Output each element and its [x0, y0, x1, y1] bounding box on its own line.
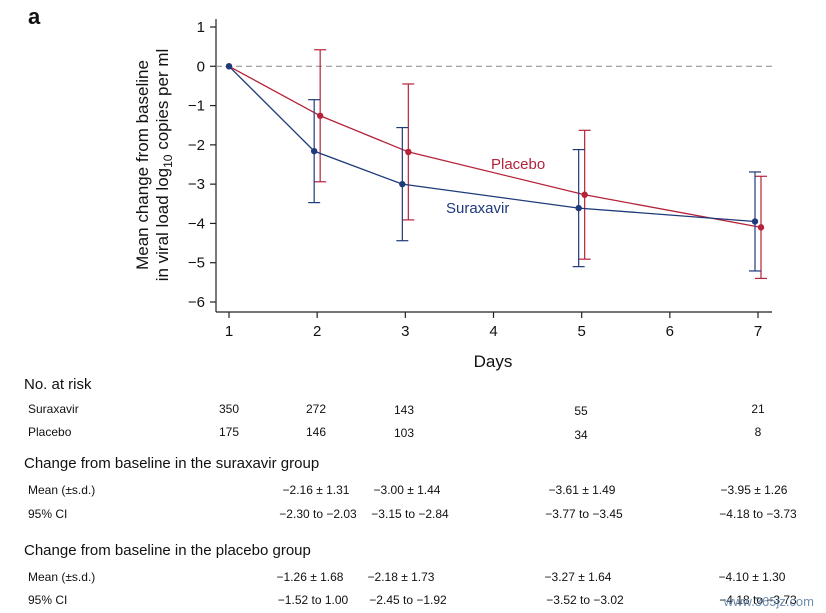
placebo-ci-cell: −1.52 to 1.00 [277, 593, 349, 607]
y-tick-label: −4 [188, 215, 205, 232]
suraxavir-ci-label: 95% CI [28, 507, 68, 521]
suraxavir-ci-cell: −2.30 to −2.03 [279, 507, 357, 521]
data-point-placebo [405, 148, 412, 156]
watermark: www.365jz.com [723, 594, 814, 609]
risk-cell: 146 [305, 425, 327, 439]
series-label-placebo: Placebo [491, 156, 545, 173]
y-axis-label-part: in viral load log [153, 168, 172, 281]
y-axis-label-line2: in viral load log10 copies per ml [153, 49, 175, 282]
risk-row-label-suraxavir: Suraxavir [28, 402, 79, 416]
x-axis-label: Days [474, 352, 513, 371]
data-point-suraxavir [399, 180, 406, 188]
risk-cell: 103 [393, 426, 415, 440]
suraxavir-mean-cell: −2.16 ± 1.31 [282, 483, 350, 497]
placebo-change-title: Change from baseline in the placebo grou… [24, 542, 311, 559]
suraxavir-ci-cell: −4.18 to −3.73 [719, 507, 797, 521]
x-tick-label: 3 [401, 323, 409, 340]
suraxavir-mean-cell: −3.00 ± 1.44 [373, 483, 441, 497]
y-tick-label: −6 [188, 294, 205, 311]
placebo-ci-cell: −4.18 to −3.73 [719, 593, 797, 607]
data-point-placebo [757, 224, 765, 231]
risk-cell: 34 [574, 428, 588, 442]
data-point-suraxavir [225, 63, 233, 70]
y-tick-label: −1 [188, 98, 205, 115]
data-point-suraxavir [751, 218, 759, 225]
y-tick-label: 0 [197, 58, 205, 75]
suraxavir-mean-cell: −3.61 ± 1.49 [548, 483, 616, 497]
x-tick-label: 4 [489, 323, 497, 340]
risk-table-title: No. at risk [24, 376, 92, 393]
risk-cell: 21 [751, 402, 765, 416]
data-point-placebo [316, 112, 324, 119]
x-tick-label: 1 [225, 323, 233, 340]
placebo-mean-cell: −2.18 ± 1.73 [367, 570, 435, 584]
x-tick-label: 6 [666, 323, 674, 340]
risk-cell: 143 [393, 403, 415, 417]
suraxavir-mean-label: Mean (±s.d.) [28, 483, 96, 497]
risk-row-label-placebo: Placebo [28, 425, 72, 439]
y-tick-label: −5 [188, 255, 205, 272]
y-axis-label-part: copies per ml [153, 49, 172, 155]
y-tick-label: −2 [188, 137, 205, 154]
x-tick-label: 5 [577, 323, 585, 340]
y-axis-label-line1: Mean change from baseline [133, 60, 152, 270]
suraxavir-change-title: Change from baseline in the suraxavir gr… [24, 455, 320, 472]
y-tick-label: −3 [188, 176, 205, 193]
suraxavir-ci-cell: −3.77 to −3.45 [545, 507, 623, 521]
data-point-placebo [581, 191, 588, 198]
x-tick-label: 7 [754, 323, 762, 340]
panel-label: a [28, 4, 41, 29]
suraxavir-ci-cell: −3.15 to −2.84 [371, 507, 449, 521]
risk-cell: 272 [305, 402, 327, 416]
placebo-mean-cell: −1.26 ± 1.68 [276, 570, 344, 584]
risk-cell: 55 [574, 404, 588, 418]
data-point-suraxavir [575, 204, 582, 212]
y-axis-label-subscript: 10 [161, 154, 175, 168]
placebo-mean-cell: −3.27 ± 1.64 [544, 570, 612, 584]
risk-cell: 350 [218, 402, 240, 416]
y-tick-label: 1 [197, 19, 205, 36]
series-label-suraxavir: Suraxavir [446, 200, 509, 217]
placebo-ci-cell: −2.45 to −1.92 [369, 593, 447, 607]
series-line-suraxavir [228, 65, 756, 223]
placebo-mean-cell: −4.10 ± 1.30 [718, 570, 786, 584]
x-tick-label: 2 [313, 323, 321, 340]
risk-cell: 175 [218, 425, 240, 439]
placebo-ci-cell: −3.52 to −3.02 [546, 593, 624, 607]
suraxavir-mean-cell: −3.95 ± 1.26 [720, 483, 788, 497]
placebo-mean-label: Mean (±s.d.) [28, 570, 96, 584]
risk-cell: 8 [754, 425, 762, 439]
data-point-suraxavir [310, 147, 318, 155]
placebo-ci-label: 95% CI [28, 593, 68, 607]
